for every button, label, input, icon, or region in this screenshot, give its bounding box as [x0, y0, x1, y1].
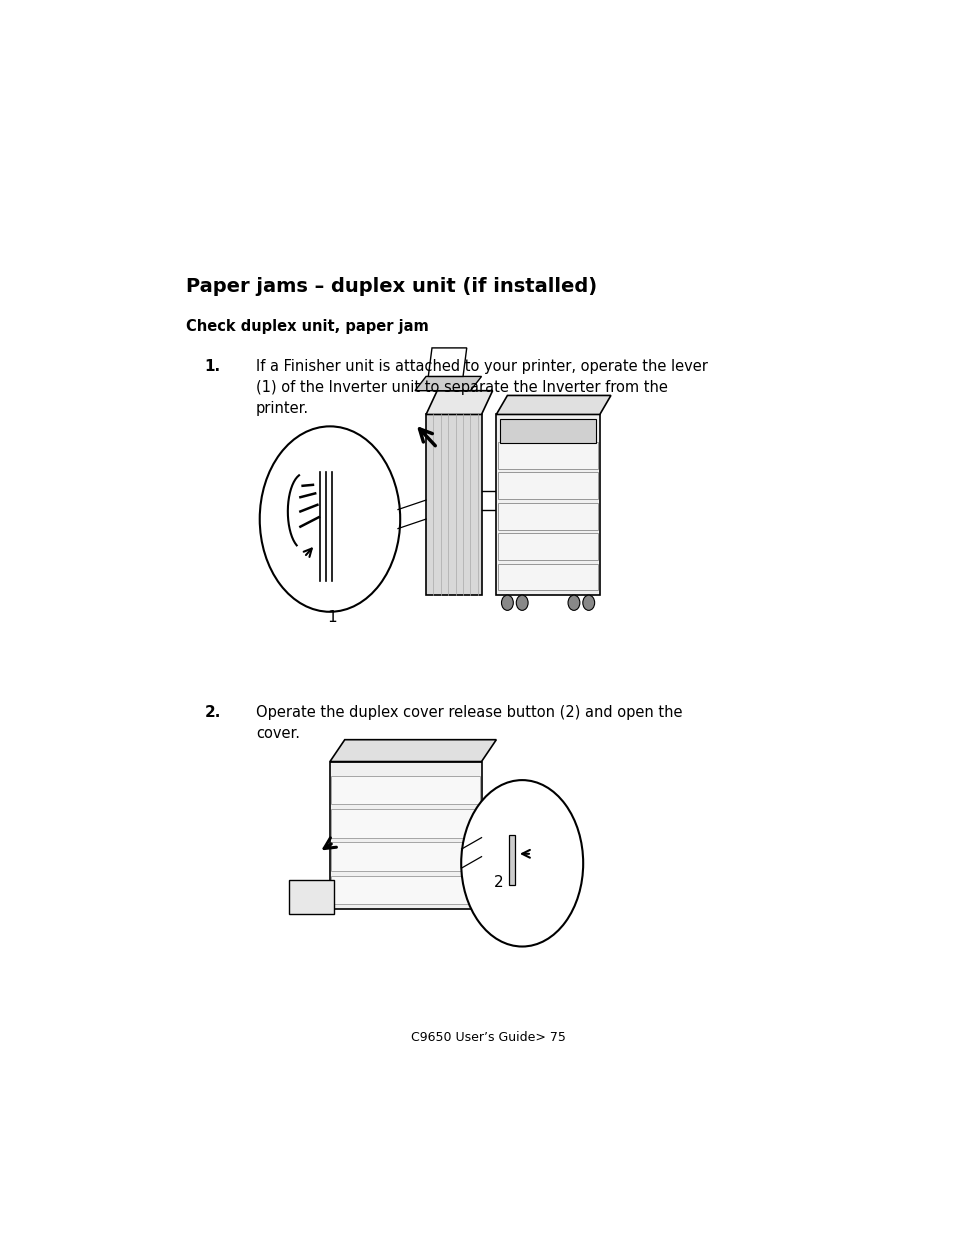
Polygon shape — [497, 442, 598, 468]
Polygon shape — [426, 415, 481, 595]
Polygon shape — [331, 842, 479, 871]
Polygon shape — [330, 740, 496, 762]
Text: If a Finisher unit is attached to your printer, operate the lever
(1) of the Inv: If a Finisher unit is attached to your p… — [255, 359, 707, 416]
Polygon shape — [428, 348, 466, 377]
Text: Paper jams – duplex unit (if installed): Paper jams – duplex unit (if installed) — [186, 277, 597, 295]
Polygon shape — [496, 415, 599, 595]
Text: Operate the duplex cover release button (2) and open the
cover.: Operate the duplex cover release button … — [255, 704, 681, 741]
Ellipse shape — [460, 781, 582, 946]
Circle shape — [567, 595, 579, 610]
Circle shape — [501, 595, 513, 610]
Text: C9650 User’s Guide> 75: C9650 User’s Guide> 75 — [411, 1031, 566, 1044]
Polygon shape — [331, 876, 479, 904]
Polygon shape — [331, 809, 479, 837]
Polygon shape — [330, 762, 481, 909]
Text: Check duplex unit, paper jam: Check duplex unit, paper jam — [186, 319, 428, 333]
Polygon shape — [496, 395, 610, 415]
Polygon shape — [497, 503, 598, 530]
Polygon shape — [508, 835, 515, 885]
Circle shape — [516, 595, 528, 610]
Polygon shape — [497, 473, 598, 499]
Circle shape — [582, 595, 594, 610]
Polygon shape — [497, 534, 598, 559]
Ellipse shape — [259, 426, 399, 611]
Text: 1.: 1. — [204, 359, 220, 374]
Polygon shape — [499, 419, 596, 443]
Polygon shape — [426, 390, 492, 415]
Text: 2.: 2. — [204, 704, 220, 720]
Polygon shape — [415, 377, 481, 390]
Text: 1: 1 — [327, 610, 336, 625]
Polygon shape — [331, 776, 479, 804]
Polygon shape — [497, 563, 598, 590]
Text: 2: 2 — [494, 874, 503, 890]
Polygon shape — [289, 881, 334, 914]
